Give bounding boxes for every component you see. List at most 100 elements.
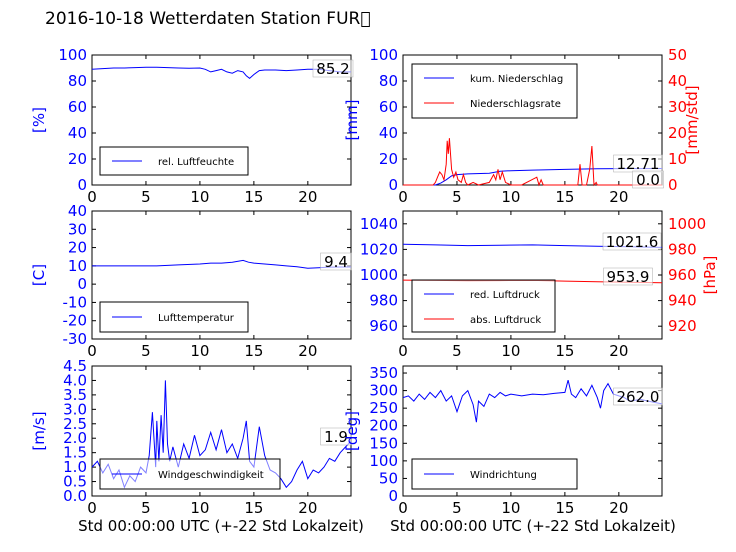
x-tick-label: 15 [244, 342, 263, 360]
y-tick-label: 40 [68, 124, 87, 142]
x-tick-label: 10 [501, 188, 520, 206]
legend-label: Lufttemperatur [158, 313, 235, 324]
y-tick-label: 2.5 [63, 415, 87, 433]
x-tick-label: 10 [501, 499, 520, 517]
y-tick-label: 2.0 [63, 429, 87, 447]
y-tick-label: 60 [68, 98, 87, 116]
series-line [92, 259, 351, 269]
legend-label: kum. Niederschlag [470, 74, 563, 85]
value-annotation-box [613, 387, 663, 406]
y-tick-label: 980 [369, 292, 398, 310]
value-annotation-box [320, 252, 352, 271]
y-axis-label: [C] [30, 264, 48, 286]
value-annotation-box [632, 170, 664, 189]
x-tick-label: 15 [244, 188, 263, 206]
legend-label: Windrichtung [470, 470, 537, 481]
x-tick-label: 0 [398, 499, 408, 517]
x-tick-label: 20 [298, 342, 317, 360]
y2-tick-label: 20 [668, 124, 687, 142]
y-tick-label: 100 [369, 452, 398, 470]
y-tick-label: 0 [388, 487, 398, 505]
y-axis-label: [deg] [343, 411, 361, 451]
y-axis-label: [mm] [343, 100, 361, 141]
y2-tick-label: 30 [668, 98, 687, 116]
y2-tick-label: 940 [668, 292, 697, 310]
value-annotation: 0.0 [636, 171, 660, 189]
y2-tick-label: 10 [668, 150, 687, 168]
value-annotation-box [602, 232, 662, 251]
x-tick-label: 20 [298, 188, 317, 206]
y2-tick-label: 1000 [668, 215, 706, 233]
y2-tick-label: 980 [668, 240, 697, 258]
y2-axis-label: [hPa] [701, 256, 719, 295]
y-tick-label: 30 [68, 220, 87, 238]
y-tick-label: 3.0 [63, 400, 87, 418]
x-tick-label: 10 [501, 342, 520, 360]
x-tick-label: 0 [398, 342, 408, 360]
y-tick-label: 0.5 [63, 473, 87, 491]
x-tick-label: 0 [87, 342, 97, 360]
value-annotation-box [312, 59, 354, 78]
y-tick-label: 60 [379, 98, 398, 116]
x-tick-label: 10 [190, 342, 209, 360]
y-tick-label: 1000 [360, 266, 398, 284]
x-axis-label: Std 00:00:00 UTC (+-22 Std Lokalzeit) [390, 517, 676, 535]
legend-box [411, 279, 556, 333]
y-tick-label: 1.5 [63, 444, 87, 462]
y-axis-label: [%] [30, 107, 48, 133]
y-tick-label: 0 [77, 275, 87, 293]
value-annotation: 9.4 [324, 253, 348, 271]
legend-label: abs. Luftdruck [470, 315, 541, 326]
y2-tick-label: 0 [668, 176, 678, 194]
y-tick-label: -20 [63, 312, 88, 330]
x-axis-label: Std 00:00:00 UTC (+-22 Std Lokalzeit) [78, 517, 364, 535]
x-tick-label: 0 [398, 188, 408, 206]
y-tick-label: 50 [379, 469, 398, 487]
y-tick-label: 960 [369, 317, 398, 335]
y-tick-label: 350 [369, 364, 398, 382]
value-annotation: 1.9 [324, 428, 348, 446]
y-tick-label: 0 [388, 176, 398, 194]
value-annotation: 85.2 [316, 60, 349, 78]
legend-box [411, 63, 578, 119]
x-tick-label: 15 [555, 188, 574, 206]
y-tick-label: 0.0 [63, 487, 87, 505]
legend-label: Windgeschwindigkeit [158, 470, 264, 481]
series-line [402, 379, 663, 423]
y2-tick-label: 50 [668, 46, 687, 64]
y-tick-label: 150 [369, 434, 398, 452]
x-tick-label: 10 [190, 499, 209, 517]
legend-label: red. Luftdruck [470, 290, 540, 301]
y-tick-label: 250 [369, 399, 398, 417]
y-tick-label: 40 [379, 124, 398, 142]
y-tick-label: 20 [379, 150, 398, 168]
x-tick-label: 20 [298, 499, 317, 517]
value-annotation: 262.0 [617, 388, 660, 406]
y-tick-label: 4.5 [63, 357, 87, 375]
y-tick-label: -30 [63, 330, 88, 348]
y-tick-label: 0 [77, 176, 87, 194]
legend-label: rel. Luftfeuchte [158, 157, 234, 168]
series-line [91, 66, 351, 80]
y-tick-label: 20 [68, 239, 87, 257]
series-line [403, 168, 663, 186]
value-annotation-box [320, 427, 352, 446]
y-tick-label: 80 [68, 72, 87, 90]
y2-tick-label: 960 [668, 266, 697, 284]
value-annotation: 1021.6 [606, 233, 659, 251]
x-tick-label: 5 [452, 499, 462, 517]
x-tick-label: 0 [87, 188, 97, 206]
x-tick-label: 15 [555, 342, 574, 360]
series-line [403, 138, 662, 187]
x-tick-label: 20 [609, 188, 628, 206]
y-tick-label: 300 [369, 382, 398, 400]
x-tick-label: 0 [87, 499, 97, 517]
y-tick-label: 100 [369, 46, 398, 64]
x-tick-label: 5 [141, 342, 151, 360]
x-tick-label: 5 [452, 188, 462, 206]
y-tick-label: 20 [68, 150, 87, 168]
y-tick-label: 1.0 [63, 458, 87, 476]
x-tick-label: 5 [141, 188, 151, 206]
x-tick-label: 20 [609, 499, 628, 517]
